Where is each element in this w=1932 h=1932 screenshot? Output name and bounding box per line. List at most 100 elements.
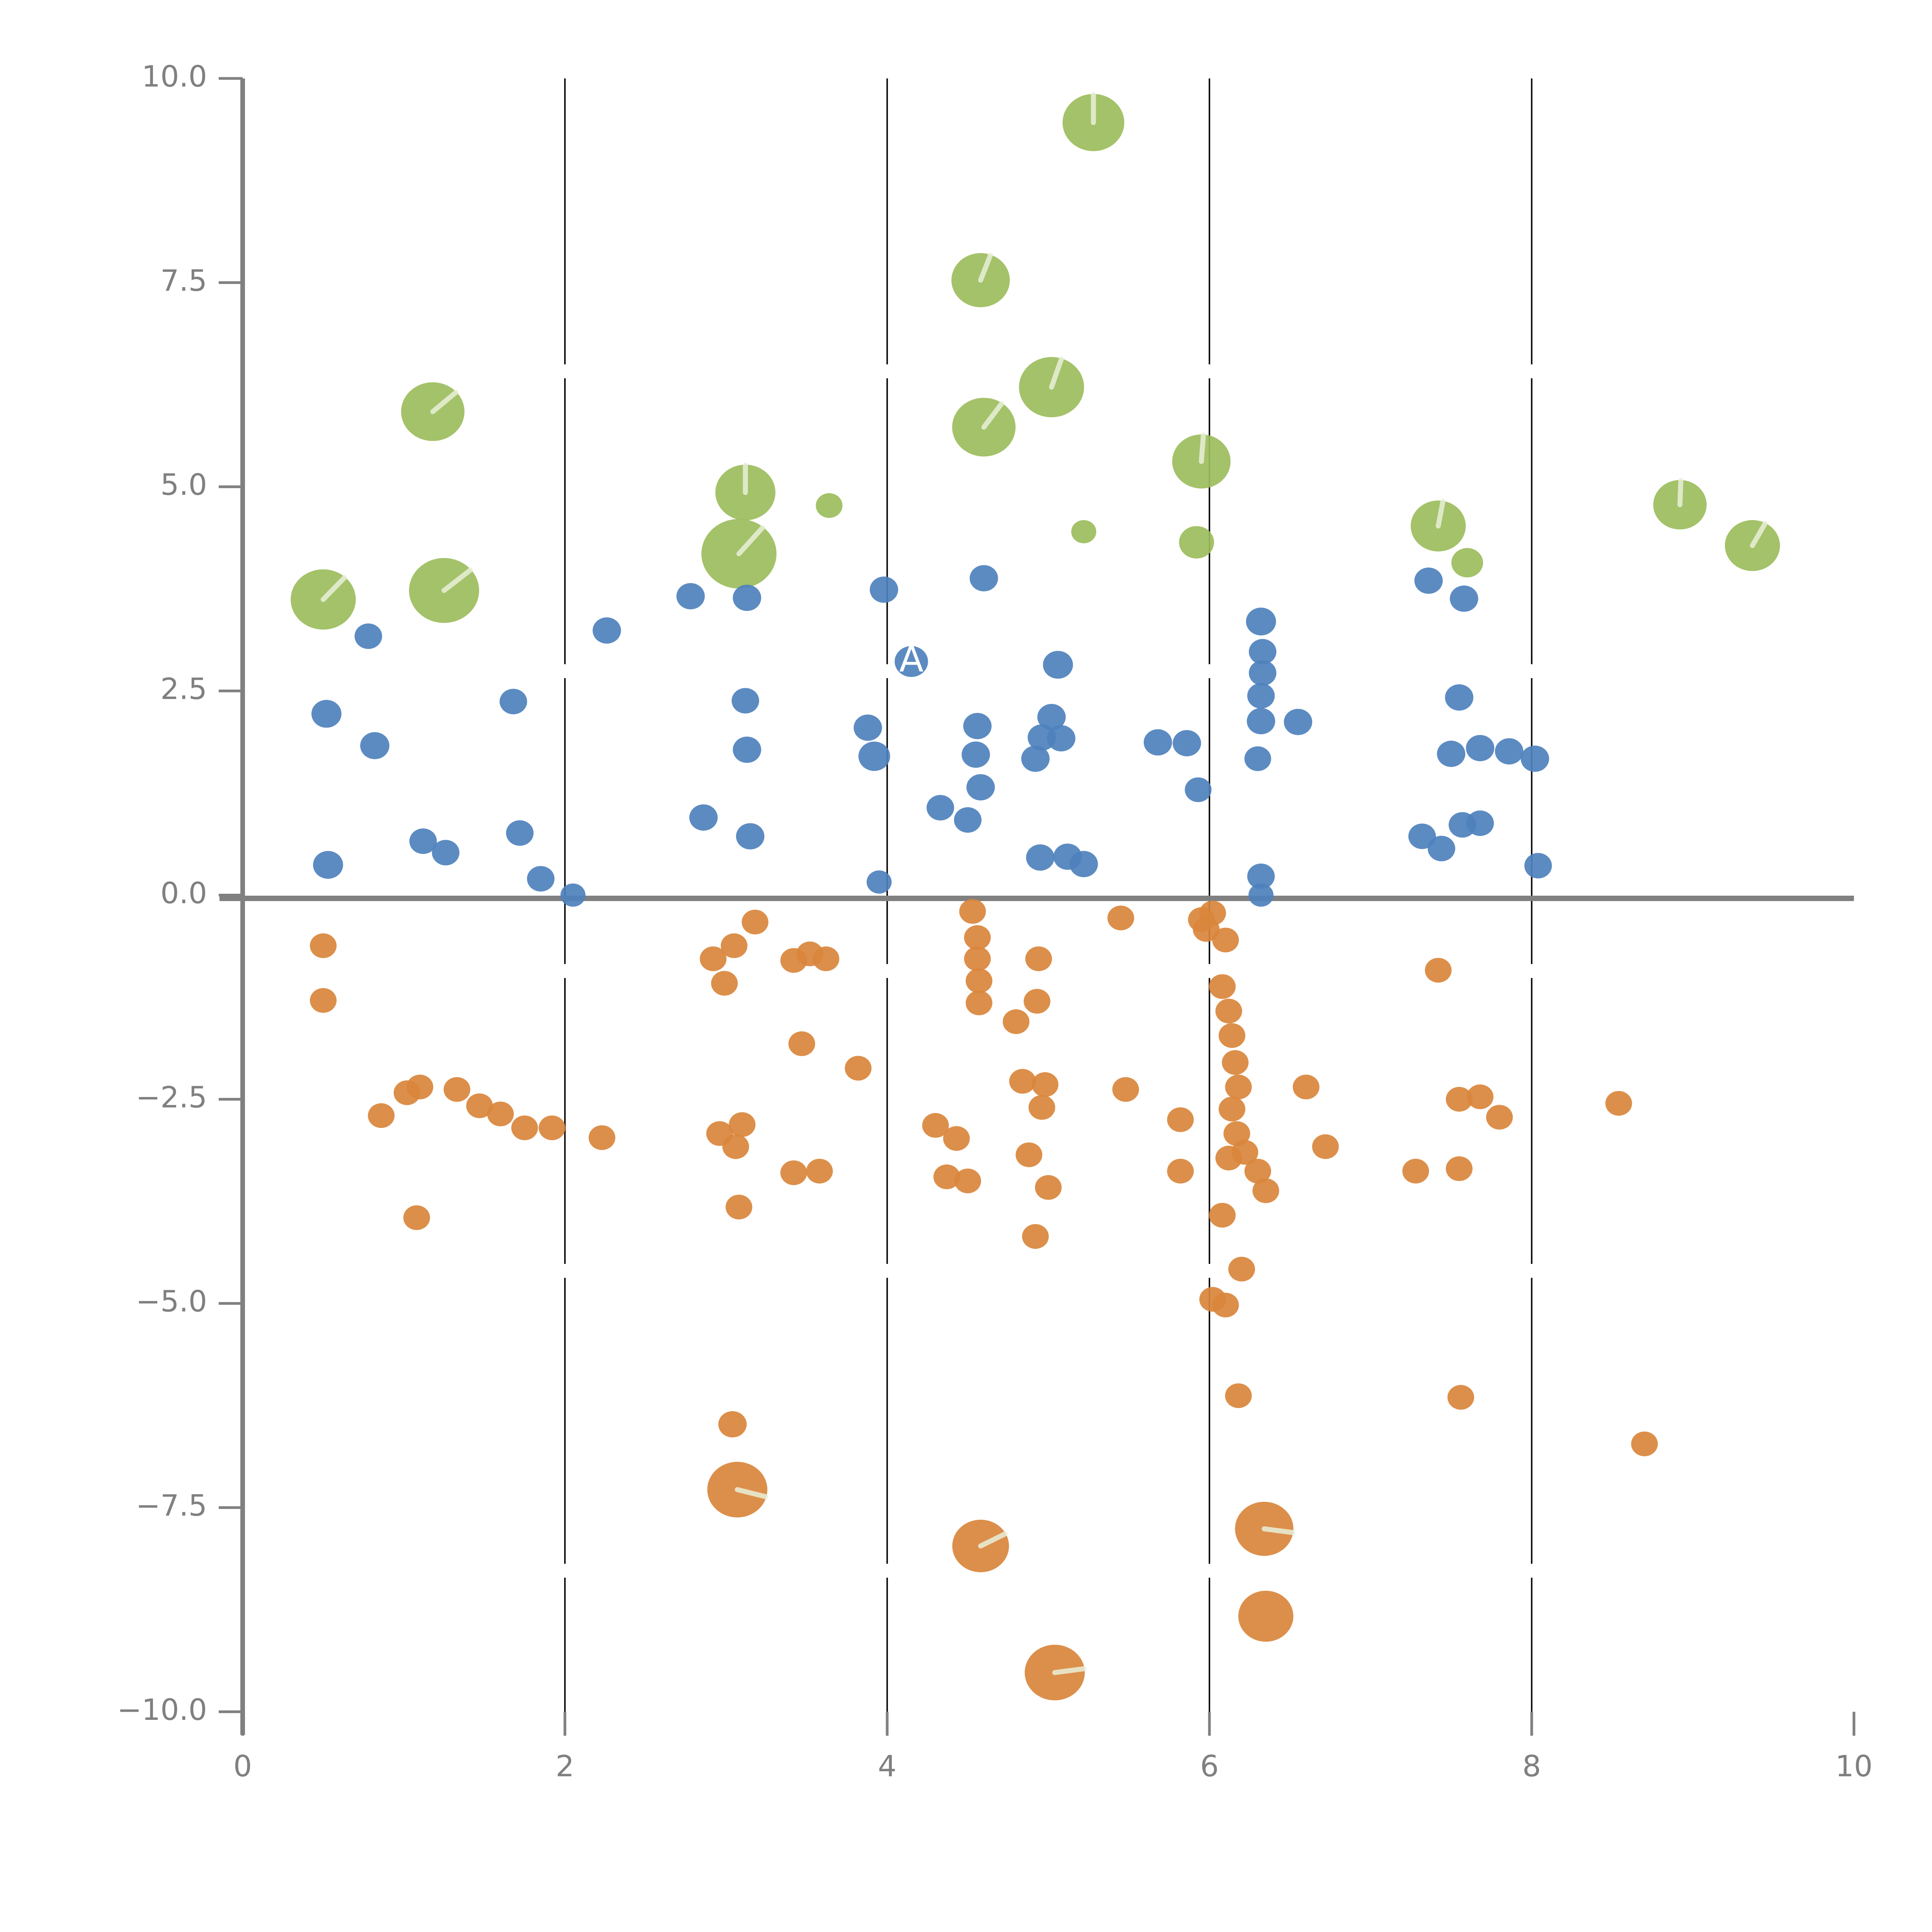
data-point-blue-39[interactable] (1246, 607, 1276, 636)
data-point-orange-60[interactable] (1222, 1050, 1249, 1075)
data-point-orange-31[interactable] (933, 1164, 960, 1189)
marker-dot[interactable] (1467, 1084, 1494, 1109)
marker-dot[interactable] (869, 577, 898, 603)
data-point-orange-49[interactable] (1107, 905, 1134, 930)
marker-dot[interactable] (729, 1112, 756, 1137)
data-point-blue-53[interactable] (1495, 738, 1524, 765)
data-point-orange-66[interactable] (1244, 1158, 1271, 1184)
data-point-blue-28[interactable] (1021, 745, 1050, 772)
data-point-orange-5[interactable] (403, 1205, 430, 1230)
data-point-orange-76[interactable] (1312, 1134, 1339, 1159)
data-point-green-12[interactable] (1179, 526, 1214, 559)
data-point-blue-15[interactable] (733, 736, 761, 763)
data-point-blue-14[interactable] (731, 688, 759, 714)
data-point-blue-17[interactable] (854, 714, 882, 741)
data-point-blue-54[interactable] (1520, 745, 1549, 772)
data-point-green-0[interactable] (291, 569, 356, 630)
marker-dot[interactable] (721, 933, 748, 958)
data-point-orange-15[interactable] (742, 910, 769, 935)
marker-dot[interactable] (742, 910, 769, 935)
data-point-green-3[interactable] (715, 463, 776, 520)
marker-dot[interactable] (1225, 1383, 1252, 1408)
marker-dot[interactable] (1446, 1087, 1473, 1112)
data-point-orange-73[interactable] (1235, 1502, 1295, 1556)
marker-dot[interactable] (1445, 684, 1474, 711)
marker-dot[interactable] (961, 741, 990, 768)
data-point-blue-58[interactable] (1466, 810, 1494, 836)
marker-dot[interactable] (1524, 853, 1552, 879)
data-point-orange-50[interactable] (1112, 1077, 1139, 1102)
marker-dot[interactable] (866, 870, 892, 894)
marker-dot[interactable] (895, 646, 928, 677)
data-point-orange-62[interactable] (1218, 1097, 1245, 1122)
data-point-blue-32[interactable] (1043, 651, 1073, 679)
data-point-orange-40[interactable] (1032, 1072, 1059, 1097)
data-point-orange-14[interactable] (721, 933, 748, 958)
marker-dot[interactable] (1248, 660, 1277, 686)
data-point-blue-4[interactable] (409, 828, 437, 854)
data-point-orange-6[interactable] (444, 1077, 471, 1102)
data-point-blue-44[interactable] (1244, 746, 1271, 771)
marker-dot[interactable] (1466, 735, 1495, 762)
data-point-orange-68[interactable] (1209, 1202, 1236, 1228)
marker-dot[interactable] (1225, 1075, 1252, 1100)
marker-dot[interactable] (1631, 1431, 1658, 1456)
marker-dot[interactable] (722, 1134, 749, 1159)
marker-dot[interactable] (1209, 974, 1236, 999)
data-point-blue-23[interactable] (954, 807, 982, 833)
data-point-orange-26[interactable] (806, 1158, 833, 1184)
marker-dot[interactable] (964, 925, 991, 950)
data-point-orange-52[interactable] (1167, 1158, 1194, 1184)
data-point-blue-48[interactable] (1414, 567, 1443, 594)
marker-dot[interactable] (403, 1205, 430, 1230)
data-point-blue-8[interactable] (527, 866, 555, 892)
data-point-blue-2[interactable] (354, 623, 382, 649)
data-point-blue-38[interactable] (1185, 777, 1212, 802)
series-orange-markers[interactable] (310, 899, 1658, 1701)
data-point-orange-25[interactable] (780, 1160, 807, 1185)
data-point-orange-10[interactable] (539, 1115, 566, 1140)
marker-dot[interactable] (1425, 957, 1452, 983)
marker-dot[interactable] (1427, 836, 1456, 862)
marker-dot[interactable] (354, 623, 382, 649)
data-point-orange-43[interactable] (1025, 946, 1052, 971)
marker-dot[interactable] (1446, 1156, 1473, 1181)
data-point-orange-35[interactable] (964, 946, 991, 971)
data-point-orange-12[interactable] (700, 946, 727, 971)
marker-dot[interactable] (311, 700, 342, 728)
marker-dot[interactable] (1247, 863, 1275, 889)
data-point-orange-24[interactable] (812, 946, 840, 971)
marker-dot[interactable] (966, 990, 993, 1015)
data-point-orange-0[interactable] (310, 933, 337, 958)
data-point-orange-80[interactable] (1467, 1084, 1494, 1109)
data-point-green-14[interactable] (1451, 548, 1483, 578)
data-point-orange-51[interactable] (1167, 1107, 1194, 1132)
data-point-orange-67[interactable] (1252, 1178, 1279, 1203)
marker-dot[interactable] (1414, 567, 1443, 594)
data-point-orange-84[interactable] (1605, 1091, 1632, 1116)
data-point-blue-3[interactable] (360, 732, 389, 759)
marker-dot[interactable] (969, 565, 998, 592)
data-point-orange-19[interactable] (725, 1194, 752, 1219)
data-point-orange-83[interactable] (1447, 1385, 1475, 1410)
data-point-blue-21[interactable] (895, 646, 928, 677)
data-point-blue-55[interactable] (1408, 823, 1436, 849)
data-point-orange-37[interactable] (966, 990, 993, 1015)
marker-dot[interactable] (444, 1077, 471, 1102)
marker-dot[interactable] (527, 866, 555, 892)
data-point-orange-63[interactable] (1223, 1121, 1250, 1146)
marker-dot[interactable] (432, 840, 460, 866)
marker-dot[interactable] (1112, 1077, 1139, 1102)
marker-dot[interactable] (1246, 607, 1276, 636)
data-point-orange-71[interactable] (1212, 1293, 1239, 1318)
marker-dot[interactable] (780, 1160, 807, 1185)
data-point-blue-41[interactable] (1248, 660, 1277, 686)
marker-dot[interactable] (1167, 1158, 1194, 1184)
marker-dot[interactable] (1437, 740, 1466, 767)
marker-dot[interactable] (1248, 639, 1277, 665)
marker-dot[interactable] (806, 1158, 833, 1184)
data-point-blue-45[interactable] (1247, 863, 1275, 889)
marker-dot[interactable] (592, 617, 621, 644)
data-point-blue-40[interactable] (1248, 639, 1277, 665)
data-point-blue-46[interactable] (1248, 883, 1274, 907)
